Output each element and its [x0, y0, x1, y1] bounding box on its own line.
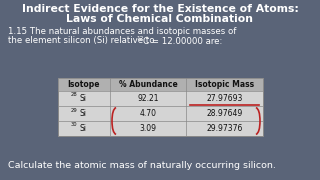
- Text: % Abundance: % Abundance: [119, 80, 177, 89]
- Text: Si: Si: [80, 124, 87, 133]
- Text: Si: Si: [80, 109, 87, 118]
- Text: 29: 29: [71, 107, 78, 112]
- Text: 27.97693: 27.97693: [206, 94, 243, 103]
- Text: C = 12.00000 are:: C = 12.00000 are:: [143, 37, 222, 46]
- Text: 28.97649: 28.97649: [206, 109, 243, 118]
- Text: 92.21: 92.21: [137, 94, 159, 103]
- Text: 4.70: 4.70: [140, 109, 156, 118]
- Text: 3.09: 3.09: [140, 124, 156, 133]
- Text: Laws of Chemical Combination: Laws of Chemical Combination: [67, 14, 253, 24]
- Text: 28: 28: [71, 93, 78, 98]
- FancyBboxPatch shape: [58, 78, 263, 91]
- Text: 30: 30: [71, 123, 78, 127]
- Text: Si: Si: [80, 94, 87, 103]
- Text: Calculate the atomic mass of naturally occurring silicon.: Calculate the atomic mass of naturally o…: [8, 161, 276, 170]
- Text: Indirect Evidence for the Existence of Atoms:: Indirect Evidence for the Existence of A…: [21, 4, 299, 14]
- Text: the element silicon (Si) relative to: the element silicon (Si) relative to: [8, 37, 157, 46]
- Text: 29.97376: 29.97376: [206, 124, 243, 133]
- Text: Isotope: Isotope: [68, 80, 100, 89]
- FancyBboxPatch shape: [58, 78, 263, 136]
- Text: 1.15 The natural abundances and isotopic masses of: 1.15 The natural abundances and isotopic…: [8, 26, 236, 35]
- Text: Isotopic Mass: Isotopic Mass: [195, 80, 254, 89]
- Text: 12: 12: [136, 36, 143, 41]
